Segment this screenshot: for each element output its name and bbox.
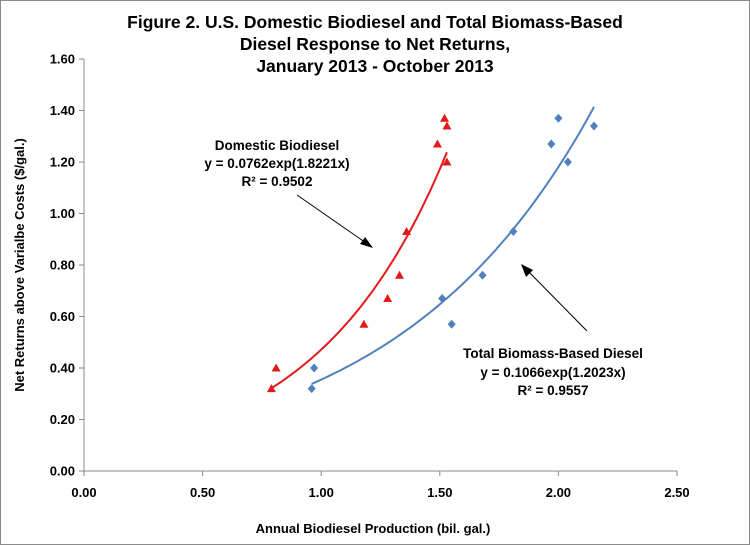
x-tick-label: 0.50: [190, 485, 215, 500]
data-point-diamond: [547, 139, 556, 149]
chart-title-line-2: Diesel Response to Net Returns,: [239, 34, 511, 54]
y-tick-label: 0.80: [50, 258, 75, 273]
data-points: [266, 113, 598, 394]
data-point-triangle: [266, 384, 276, 393]
y-tick-label: 0.20: [50, 412, 75, 427]
annotation-arrow-total: [523, 266, 588, 332]
axis-ticks: 0.00 0.20 0.40 0.60 0.80 1.00 1.20 1.40 1.60 0.00…: [50, 52, 690, 501]
data-point-triangle: [271, 363, 281, 372]
annotation-total-equation: y = 0.1066exp(1.2023x): [480, 365, 625, 380]
y-tick-label: 0.40: [50, 361, 75, 376]
annotation-arrowhead-total: [521, 264, 533, 277]
trendlines: [270, 106, 595, 390]
data-point-diamond: [554, 113, 563, 123]
annotation-domestic-biodiesel: Domestic Biodiesel y = 0.0762exp(1.8221x…: [204, 138, 373, 248]
data-point-diamond: [563, 157, 572, 167]
chart-title-line-3: January 2013 - October 2013: [256, 56, 494, 76]
annotation-domestic-name: Domestic Biodiesel: [215, 138, 340, 153]
annotation-total-name: Total Biomass-Based Diesel: [463, 346, 643, 361]
x-tick-label: 1.00: [309, 485, 334, 500]
data-point-diamond: [478, 270, 487, 280]
chart-title-line-1: Figure 2. U.S. Domestic Biodiesel and To…: [127, 12, 623, 32]
annotation-arrowhead-domestic: [360, 237, 373, 248]
data-point-triangle: [440, 113, 450, 122]
annotation-arrow-domestic: [296, 194, 370, 246]
annotation-domestic-equation: y = 0.0762exp(1.8221x): [204, 156, 349, 171]
x-tick-label: 0.00: [71, 485, 96, 500]
x-tick-label: 1.50: [427, 485, 452, 500]
data-point-diamond: [447, 319, 456, 329]
annotation-domestic-r2: R² = 0.9502: [242, 174, 313, 189]
data-point-diamond: [509, 227, 518, 237]
data-point-diamond: [438, 293, 447, 303]
data-point-triangle: [432, 139, 442, 148]
data-point-triangle: [383, 293, 393, 302]
trendline-series-1: [311, 106, 595, 385]
data-point-triangle: [394, 270, 404, 279]
data-point-diamond: [310, 363, 319, 373]
trendline-series-0: [270, 151, 448, 390]
x-tick-label: 2.50: [664, 485, 689, 500]
data-point-triangle: [442, 157, 452, 166]
annotation-total-r2: R² = 0.9557: [518, 383, 589, 398]
y-tick-label: 0.00: [50, 464, 75, 479]
y-tick-label: 1.40: [50, 103, 75, 118]
data-point-triangle: [442, 121, 452, 130]
y-tick-label: 1.00: [50, 206, 75, 221]
data-point-diamond: [307, 384, 316, 394]
data-point-triangle: [402, 227, 412, 236]
y-axis-title: Net Returns above Varialbe Costs ($/gal.…: [12, 138, 27, 392]
annotation-total-biomass: Total Biomass-Based Diesel y = 0.1066exp…: [463, 264, 643, 398]
data-point-diamond: [589, 121, 598, 131]
x-axis-title: Annual Biodiesel Production (bil. gal.): [256, 521, 491, 536]
x-tick-label: 2.00: [546, 485, 571, 500]
data-point-triangle: [359, 319, 369, 328]
y-tick-label: 0.60: [50, 309, 75, 324]
y-tick-label: 1.60: [50, 52, 75, 67]
y-tick-label: 1.20: [50, 155, 75, 170]
